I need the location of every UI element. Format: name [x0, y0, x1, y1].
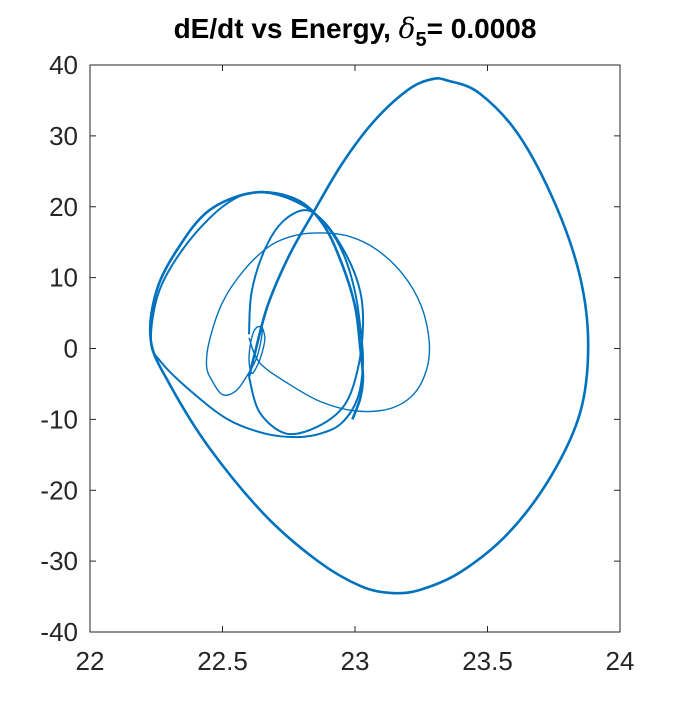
y-tick-label: 20 [49, 192, 78, 222]
title-subscript: 5 [416, 29, 427, 51]
chart-title: dE/dt vs Energy, δ5= 0.0008 [174, 12, 537, 51]
x-tick-label: 23.5 [462, 646, 513, 676]
title-delta-symbol: δ [399, 12, 416, 45]
series-layer [148, 77, 590, 595]
series-line-3 [148, 77, 590, 595]
x-tick-label: 24 [606, 646, 635, 676]
y-tick-label: -40 [40, 617, 78, 647]
y-tick-label: -10 [40, 404, 78, 434]
series-line-1 [205, 232, 431, 413]
y-tick-label: 10 [49, 263, 78, 293]
plot-area-background [90, 65, 620, 632]
x-tick-label: 22 [76, 646, 105, 676]
y-tick-label: 0 [64, 334, 78, 364]
x-tick-label: 22.5 [197, 646, 248, 676]
x-tick-label: 23 [341, 646, 370, 676]
y-tick-label: 40 [49, 50, 78, 80]
y-tick-label: -20 [40, 475, 78, 505]
x-axis: 22 22.5 23 23.5 24 [76, 65, 635, 676]
y-tick-label: -30 [40, 546, 78, 576]
y-tick-label: 30 [49, 121, 78, 151]
y-axis: 40 30 20 10 0 -10 -20 -30 -40 [40, 50, 620, 647]
